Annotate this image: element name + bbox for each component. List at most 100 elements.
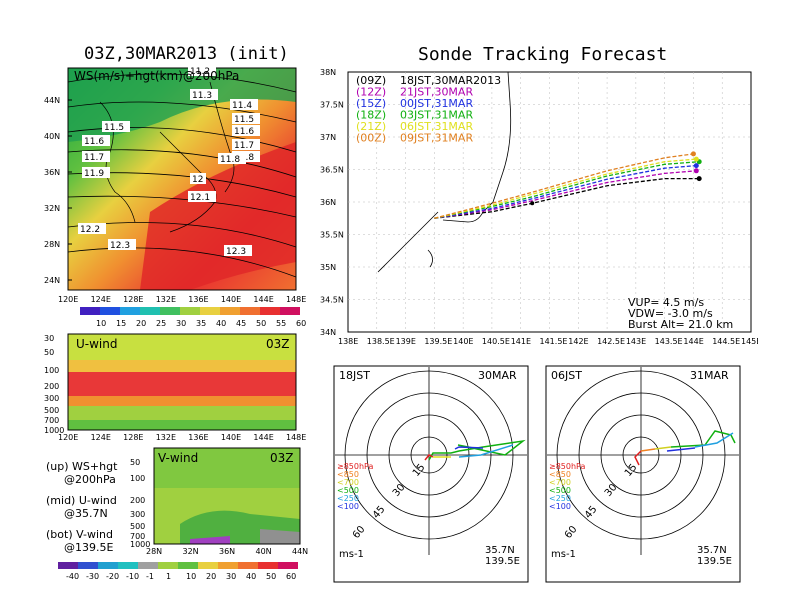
ws-colorbar-label: 50: [256, 319, 266, 328]
polar-right-lon: 139.5E: [697, 556, 732, 567]
landing-point: [693, 168, 699, 174]
contour-label: 11.5: [102, 121, 130, 133]
polar-legend-item: ≥850hPa: [549, 462, 586, 471]
ws-colorbar-cell: [120, 307, 140, 315]
contour-label: 12.2: [78, 223, 106, 235]
contour-label: 11.6: [82, 135, 110, 147]
track-xtick: 140.5E: [482, 337, 510, 344]
track-ytick: 37.5N: [320, 101, 344, 110]
polar-legend-item: <100: [337, 502, 359, 511]
track-legend-item: (12Z) 21JST,30MAR: [356, 86, 473, 99]
ws-ytick: 40N: [44, 132, 60, 141]
svg-text:11.5: 11.5: [104, 123, 124, 133]
ws-ytick: 36N: [44, 168, 60, 177]
ws-colorbar-cell: [160, 307, 180, 315]
ws-xtick: 124E: [91, 295, 111, 304]
track-stat: VUP= 4.5 m/s: [628, 296, 704, 309]
polar-legend-item: <100: [549, 502, 571, 511]
ws-colorbar-label: 40: [216, 319, 226, 328]
vwind-ytick: 500: [130, 522, 145, 531]
bottom-colorbar-label: -10: [126, 572, 139, 581]
svg-text:06JST,31MAR: 06JST,31MAR: [400, 120, 473, 133]
bottom-colorbar-cell: [158, 562, 178, 569]
ws-ytick: 28N: [44, 240, 60, 249]
track-xtick: 138E: [338, 337, 358, 344]
ws-xtick: 144E: [253, 295, 273, 304]
polar-legend-item: <250: [337, 494, 359, 503]
track-xtick: 139.5E: [424, 337, 452, 344]
svg-text:12.3: 12.3: [110, 241, 130, 251]
bottom-colorbar-label: 60: [286, 572, 296, 581]
svg-text:21JST,30MAR: 21JST,30MAR: [400, 86, 473, 99]
ws-ytick: 24N: [44, 276, 60, 285]
ws-colorbar-cell: [260, 307, 280, 315]
ws-xtick: 120E: [58, 295, 78, 304]
contour-label: 12.3: [224, 245, 252, 257]
svg-text:09JST,31MAR: 09JST,31MAR: [400, 132, 473, 145]
vwind-label: V-wind: [158, 451, 198, 465]
uwind-ytick: 100: [44, 366, 59, 375]
bottom-colorbar-label: -40: [66, 572, 79, 581]
polar-right: 06JST 31MAR ≥850hPa<850<700<500<250<100 …: [545, 365, 741, 583]
track-xtick: 144E: [683, 337, 703, 344]
uwind-ytick: 30: [44, 334, 54, 343]
track-xtick: 142E: [568, 337, 588, 344]
uwind-ytick: 200: [44, 382, 59, 391]
uwind-ytick: 1000: [44, 426, 64, 435]
contour-label: 11.3: [190, 89, 218, 101]
polar-legend-item: <500: [549, 486, 571, 495]
track-legend-item: (00Z) 09JST,31MAR: [356, 132, 473, 145]
svg-text:(12Z): (12Z): [356, 86, 386, 99]
bottom-colorbar-cell: [118, 562, 138, 569]
track-legend-item: (21Z) 06JST,31MAR: [356, 120, 473, 133]
svg-text:(21Z): (21Z): [356, 120, 386, 133]
uwind-xtick: 128E: [123, 433, 143, 442]
track-xtick: 145E: [741, 337, 758, 344]
uwind-xtick: 132E: [156, 433, 176, 442]
uwind-xtick: 140E: [221, 433, 241, 442]
track-line: [434, 170, 697, 219]
bottom-colorbar-label: 50: [266, 572, 276, 581]
vwind-ytick: 1000: [130, 540, 150, 549]
svg-text:(15Z): (15Z): [356, 97, 386, 110]
polar-legend-item: <500: [337, 486, 359, 495]
track-xtick: 141.5E: [540, 337, 568, 344]
ws-colorbar-label: 20: [136, 319, 146, 328]
track-line: [434, 161, 700, 219]
ws-colorbar-cell: [200, 307, 220, 315]
polar-legend-item: <250: [549, 494, 571, 503]
bottom-colorbar-label: 20: [206, 572, 216, 581]
svg-text:(18Z): (18Z): [356, 109, 386, 122]
bottom-colorbar-cell: [138, 562, 158, 569]
svg-text:11.5: 11.5: [234, 115, 254, 125]
vwind-ytick: 700: [130, 532, 145, 541]
polar-legend-item: <700: [549, 478, 571, 487]
ws-colorbar-cell: [180, 307, 200, 315]
track-xtick: 139E: [396, 337, 416, 344]
legend-note: (mid) U-wind @35.7N: [46, 494, 117, 520]
ws-xtick: 148E: [286, 295, 306, 304]
ws-colorbar-cell: [220, 307, 240, 315]
track-ytick: 34N: [320, 328, 336, 337]
track-xtick: 142.5E: [597, 337, 625, 344]
svg-text:12: 12: [192, 175, 203, 185]
polar-left: 18JST 30MAR ≥850hPa<850<700<500<250<100 …: [333, 365, 529, 583]
burst-point: [530, 201, 535, 206]
ws-colorbar-cell: [240, 307, 260, 315]
landing-point: [696, 176, 702, 182]
track-stat: VDW= -3.0 m/s: [628, 307, 713, 320]
track-xtick: 140E: [453, 337, 473, 344]
uwind-xtick: 120E: [58, 433, 78, 442]
bottom-colorbar-label: -20: [106, 572, 119, 581]
contour-label: 11.7: [232, 139, 260, 151]
polar-legend-item: <850: [337, 470, 359, 479]
ws-colorbar-label: 45: [236, 319, 246, 328]
svg-text:11.2: 11.2: [190, 67, 210, 77]
polar-right-date: 31MAR: [690, 369, 729, 382]
polar-legend-item: <700: [337, 478, 359, 487]
bottom-colorbar-cell: [58, 562, 78, 569]
legend-note: (up) WS+hgt @200hPa: [46, 460, 118, 486]
ws-xtick: 132E: [156, 295, 176, 304]
vwind-xtick: 32N: [183, 547, 199, 556]
